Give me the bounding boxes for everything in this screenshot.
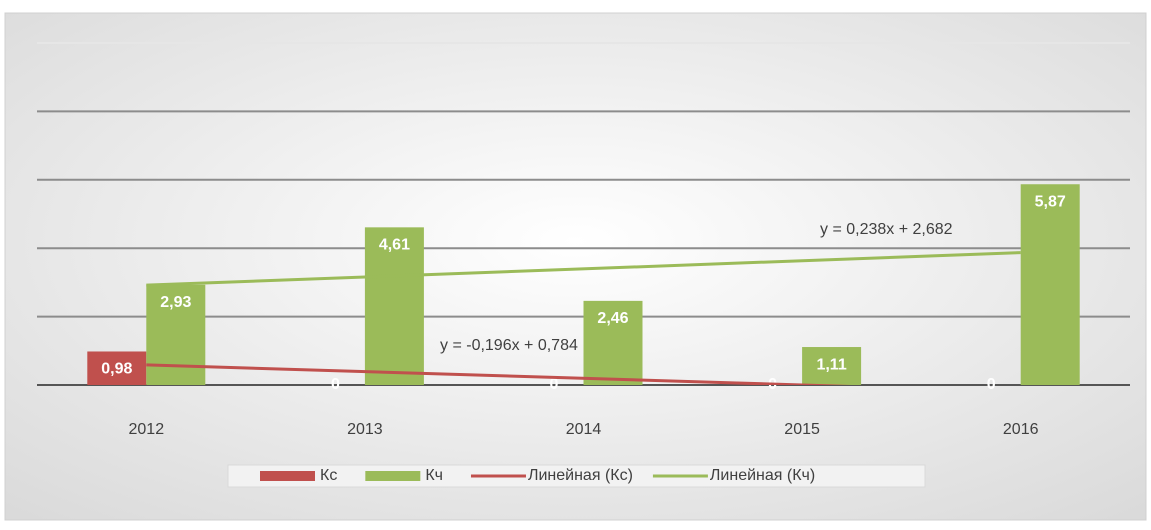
legend-swatch	[260, 471, 315, 481]
data-label: 0	[987, 376, 996, 393]
bar	[364, 227, 424, 385]
legend-label: Кч	[425, 467, 443, 484]
bar	[87, 351, 147, 385]
data-label: 0,98	[101, 361, 132, 378]
legend-label: Кс	[320, 467, 337, 484]
data-label: 2,46	[597, 310, 628, 327]
x-tick-label: 2014	[566, 421, 602, 438]
x-tick-label: 2015	[784, 421, 820, 438]
x-tick-label: 2016	[1003, 421, 1039, 438]
chart-background	[4, 12, 1147, 521]
bar	[1020, 184, 1080, 385]
legend-box	[227, 464, 926, 488]
bar	[802, 347, 862, 385]
trendlines	[146, 251, 1021, 385]
legend-label: Линейная (Кс)	[528, 467, 633, 484]
data-label: 5,87	[1035, 193, 1066, 210]
bar	[583, 300, 643, 385]
x-tick-label: 2013	[347, 421, 383, 438]
x-tick-label: 2012	[129, 421, 165, 438]
data-label: 1,11	[816, 356, 846, 373]
data-label: 4,61	[379, 237, 410, 254]
legend-label: Линейная (Кч)	[710, 467, 815, 484]
trendline	[146, 363, 852, 385]
legend-swatch	[365, 471, 421, 481]
trendline-equation: y = -0,196x + 0,784	[440, 337, 578, 354]
data-label: 2,93	[160, 294, 191, 311]
data-label: 0	[550, 376, 559, 393]
bar	[146, 284, 206, 385]
trendline-equation: y = 0,238x + 2,682	[820, 221, 953, 238]
data-label: 0	[331, 376, 340, 393]
trendline	[146, 251, 1021, 287]
